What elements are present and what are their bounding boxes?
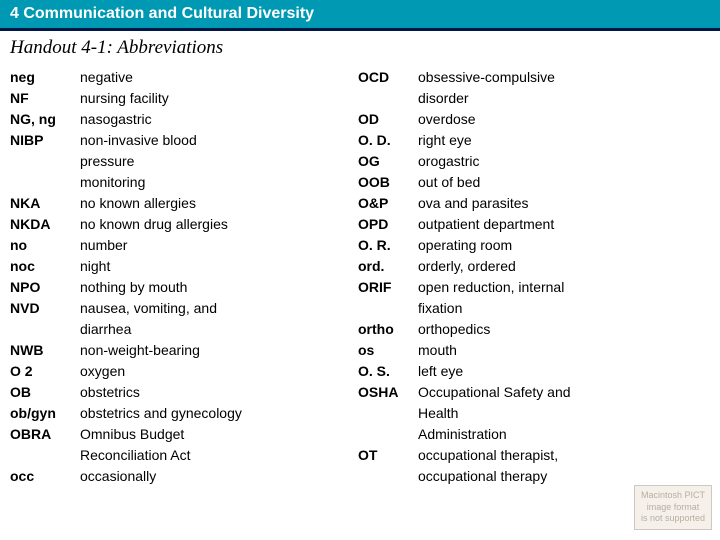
watermark-line: Macintosh PICT (641, 490, 705, 502)
abbr-definition: occupational therapy (418, 466, 658, 487)
abbr-term (10, 172, 80, 193)
abbr-definition: disorder (418, 88, 658, 109)
abbr-term: OPD (358, 214, 418, 235)
abbr-definition: Omnibus Budget (80, 424, 330, 445)
abbr-term: ortho (358, 319, 418, 340)
column-1: negNFNG, ngNIBP NKANKDAnonocNPONVD NWBO … (10, 67, 330, 487)
col2-def-list: obsessive-compulsivedisorderoverdoserigh… (418, 67, 658, 487)
abbr-term: OB (10, 382, 80, 403)
abbr-term: OT (358, 445, 418, 466)
abbr-term: O. R. (358, 235, 418, 256)
abbr-term: O&P (358, 193, 418, 214)
abbr-definition: Health (418, 403, 658, 424)
abbr-definition: oxygen (80, 361, 330, 382)
abbr-term: no (10, 235, 80, 256)
abbr-term (358, 424, 418, 445)
abbr-definition: obstetrics (80, 382, 330, 403)
abbr-term (358, 298, 418, 319)
abbr-definition: no known drug allergies (80, 214, 330, 235)
abbr-definition: non-weight-bearing (80, 340, 330, 361)
abbr-term: os (358, 340, 418, 361)
abbr-term: ob/gyn (10, 403, 80, 424)
abbr-term: NWB (10, 340, 80, 361)
abbr-definition: left eye (418, 361, 658, 382)
abbr-definition: monitoring (80, 172, 330, 193)
abbr-definition: orthopedics (418, 319, 658, 340)
abbr-definition: night (80, 256, 330, 277)
abbr-definition: obstetrics and gynecology (80, 403, 330, 424)
abbr-term: OSHA (358, 382, 418, 403)
abbr-definition: outpatient department (418, 214, 658, 235)
abbr-term: NIBP (10, 130, 80, 151)
abbr-term: NPO (10, 277, 80, 298)
abbr-term: NG, ng (10, 109, 80, 130)
abbr-definition: number (80, 235, 330, 256)
abbr-definition: out of bed (418, 172, 658, 193)
abbr-term (10, 445, 80, 466)
abbr-definition: ova and parasites (418, 193, 658, 214)
abbr-term: NVD (10, 298, 80, 319)
col1-abbr-list: negNFNG, ngNIBP NKANKDAnonocNPONVD NWBO … (10, 67, 80, 487)
abbr-term (10, 319, 80, 340)
abbr-term: NKA (10, 193, 80, 214)
watermark-line: image format (641, 502, 705, 514)
handout-title: Handout 4-1: Abbreviations (10, 37, 710, 59)
abbr-term: ORIF (358, 277, 418, 298)
abbr-definition: Occupational Safety and (418, 382, 658, 403)
pict-placeholder: Macintosh PICTimage formatis not support… (634, 485, 712, 530)
abbr-term: OBRA (10, 424, 80, 445)
abbr-definition: nasogastric (80, 109, 330, 130)
col2-abbr-list: OCD ODO. D.OGOOBO&POPDO. R.ord.ORIF orth… (358, 67, 418, 487)
abbr-term: OCD (358, 67, 418, 88)
abbr-definition: orderly, ordered (418, 256, 658, 277)
abbr-term: NKDA (10, 214, 80, 235)
abbr-definition: Reconciliation Act (80, 445, 330, 466)
abbr-definition: pressure (80, 151, 330, 172)
abbr-definition: mouth (418, 340, 658, 361)
abbr-term: NF (10, 88, 80, 109)
column-2: OCD ODO. D.OGOOBO&POPDO. R.ord.ORIF orth… (358, 67, 658, 487)
content-area: Handout 4-1: Abbreviations negNFNG, ngNI… (0, 31, 720, 487)
abbr-definition: overdose (418, 109, 658, 130)
abbr-term (358, 88, 418, 109)
chapter-header: 4 Communication and Cultural Diversity (0, 0, 720, 31)
abbr-term: O 2 (10, 361, 80, 382)
abbr-definition: Administration (418, 424, 658, 445)
abbr-definition: diarrhea (80, 319, 330, 340)
abbr-term: noc (10, 256, 80, 277)
abbr-definition: no known allergies (80, 193, 330, 214)
abbr-term: O. D. (358, 130, 418, 151)
abbr-definition: nothing by mouth (80, 277, 330, 298)
abbr-term (358, 466, 418, 487)
abbr-definition: nursing facility (80, 88, 330, 109)
abbr-definition: fixation (418, 298, 658, 319)
abbr-definition: nausea, vomiting, and (80, 298, 330, 319)
abbr-definition: orogastric (418, 151, 658, 172)
abbr-definition: occasionally (80, 466, 330, 487)
abbr-definition: non-invasive blood (80, 130, 330, 151)
watermark-line: is not supported (641, 513, 705, 525)
abbr-term: ord. (358, 256, 418, 277)
abbr-term: O. S. (358, 361, 418, 382)
abbr-definition: open reduction, internal (418, 277, 658, 298)
abbr-term (358, 403, 418, 424)
abbr-definition: obsessive-compulsive (418, 67, 658, 88)
col1-def-list: negativenursing facilitynasogastricnon-i… (80, 67, 330, 487)
abbreviation-columns: negNFNG, ngNIBP NKANKDAnonocNPONVD NWBO … (10, 67, 710, 487)
abbr-term: neg (10, 67, 80, 88)
abbr-term (10, 151, 80, 172)
abbr-term: occ (10, 466, 80, 487)
abbr-term: OD (358, 109, 418, 130)
abbr-definition: right eye (418, 130, 658, 151)
abbr-term: OG (358, 151, 418, 172)
abbr-term: OOB (358, 172, 418, 193)
abbr-definition: occupational therapist, (418, 445, 658, 466)
abbr-definition: negative (80, 67, 330, 88)
abbr-definition: operating room (418, 235, 658, 256)
